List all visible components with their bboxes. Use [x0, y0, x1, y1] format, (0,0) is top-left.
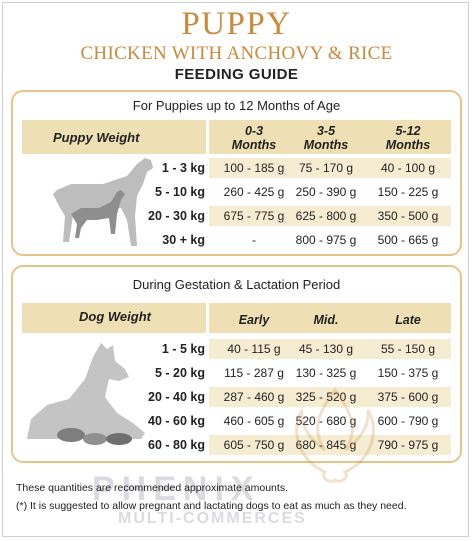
table-cell: 500 - 665 g [377, 233, 439, 247]
table-cell: 350 - 500 g [377, 209, 439, 223]
dog-col-header: Mid. [313, 313, 339, 327]
table-cell: 680 - 845 g [295, 438, 357, 452]
table-cell: 520 - 680 g [295, 414, 357, 428]
row-background [209, 435, 451, 455]
row-background [209, 158, 451, 178]
table-cell: 790 - 975 g [377, 438, 439, 452]
table-cell: 115 - 287 g [224, 366, 284, 380]
row-background [209, 206, 451, 226]
table-row: 1 - 5 kg 40 - 115 g 45 - 130 g 55 - 150 … [13, 339, 460, 359]
watermark-logo-subtext: MULTI-COMMERCES [118, 510, 307, 527]
table-cell: 800 - 975 g [295, 233, 357, 247]
page-frame [2, 2, 469, 537]
dog-silhouette-icon [53, 158, 153, 246]
phoenix-logo-icon [295, 387, 375, 483]
table-cell: 150 - 225 g [377, 185, 439, 199]
table-cell: 40 - 100 g [380, 161, 436, 175]
watermark-logo-text: PHENIX [92, 470, 261, 508]
table-row: 30 + kg - 800 - 975 g 500 - 665 g [13, 230, 460, 250]
row-background [209, 387, 451, 407]
dog-panel-caption: During Gestation & Lactation Period [132, 277, 341, 292]
table-cell: 287 - 460 g [223, 390, 285, 404]
table-cell: 605 - 750 g [223, 438, 285, 452]
table-cell: 40 - 115 g [227, 342, 281, 356]
row-background [209, 339, 451, 359]
weight-label: 20 - 30 kg [148, 209, 205, 223]
dog-col-header: Late [395, 313, 421, 327]
weight-label: 40 - 60 kg [148, 414, 205, 428]
weight-label: 1 - 3 kg [161, 161, 205, 175]
puppy-header-right [209, 120, 451, 154]
product-title: PUPPY [181, 6, 292, 42]
table-row: 1 - 3 kg 100 - 185 g 75 - 170 g 40 - 100… [13, 158, 460, 178]
feeding-guide-heading: FEEDING GUIDE [174, 66, 299, 83]
table-row: 5 - 10 kg 260 - 425 g 250 - 390 g 150 - … [13, 182, 460, 202]
table-row: 20 - 30 kg 675 - 775 g 625 - 800 g 350 -… [13, 206, 460, 226]
puppy-col-header: 3-5 Months [303, 124, 349, 152]
dog-panel: During Gestation & Lactation Period Dog … [11, 265, 462, 463]
puppy-header-left [22, 120, 206, 154]
puppy-panel-caption: For Puppies up to 12 Months of Age [132, 98, 341, 113]
weight-label: 5 - 10 kg [154, 185, 205, 199]
table-cell: 375 - 600 g [377, 390, 439, 404]
table-cell: 625 - 800 g [295, 209, 357, 223]
dog-header-left [22, 303, 206, 333]
table-cell: 250 - 390 g [295, 185, 357, 199]
table-cell: - [252, 233, 256, 247]
dog-col-header: Early [238, 313, 270, 327]
dog-header-right [209, 303, 451, 333]
table-cell: 600 - 790 g [377, 414, 439, 428]
table-cell: 75 - 170 g [298, 161, 354, 175]
table-cell: 325 - 520 g [295, 390, 357, 404]
weight-label: 30 + kg [162, 233, 205, 247]
weight-label: 1 - 5 kg [161, 342, 205, 356]
weight-label: 20 - 40 kg [148, 390, 205, 404]
dog-weight-header: Dog Weight [79, 309, 151, 324]
table-cell: 130 - 325 g [295, 366, 357, 380]
table-cell: 460 - 605 g [223, 414, 285, 428]
puppy-panel: For Puppies up to 12 Months of Age Puppy… [11, 90, 462, 256]
puppy-weight-header: Puppy Weight [53, 130, 140, 145]
nursing-dog-silhouette-icon [27, 343, 145, 445]
table-cell: 55 - 150 g [380, 342, 436, 356]
note-approximate: These quantities are recommended approxi… [16, 482, 288, 494]
puppy-col-header: 0-3 Months [231, 124, 277, 152]
note-pregnant-dogs: (*) It is suggested to allow pregnant an… [16, 500, 407, 512]
table-cell: 675 - 775 g [223, 209, 285, 223]
puppy-col-header: 5-12 Months [385, 124, 431, 152]
weight-label: 5 - 20 kg [154, 366, 205, 380]
table-cell: 150 - 375 g [377, 366, 439, 380]
table-cell: 100 - 185 g [223, 161, 285, 175]
table-cell: 260 - 425 g [223, 185, 285, 199]
product-subtitle: CHICKEN WITH ANCHOVY & RICE [80, 43, 393, 64]
table-row: 20 - 40 kg 287 - 460 g 325 - 520 g 375 -… [13, 387, 460, 407]
table-cell: 45 - 130 g [298, 342, 354, 356]
table-row: 40 - 60 kg 460 - 605 g 520 - 680 g 600 -… [13, 411, 460, 431]
weight-label: 60 - 80 kg [148, 438, 205, 452]
table-row: 60 - 80 kg 605 - 750 g 680 - 845 g 790 -… [13, 435, 460, 455]
table-row: 5 - 20 kg 115 - 287 g 130 - 325 g 150 - … [13, 363, 460, 383]
